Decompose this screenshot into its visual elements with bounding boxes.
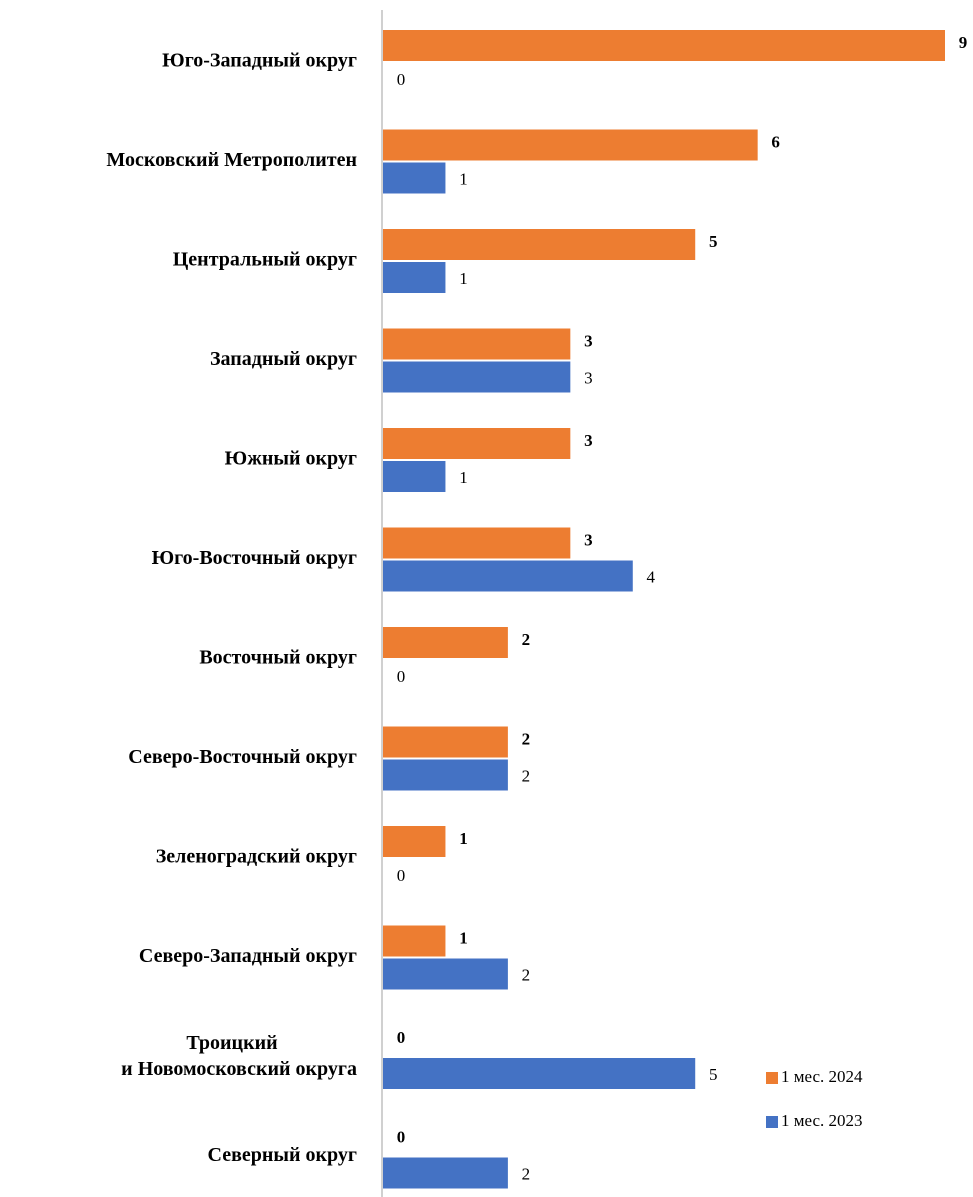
- data-label: 2: [522, 630, 531, 649]
- bar: [383, 129, 758, 161]
- category-label: Северо-Западный округ: [139, 945, 357, 967]
- data-label: 3: [584, 331, 593, 350]
- data-label: 3: [584, 431, 593, 450]
- category-label: Юго-Восточный округ: [152, 547, 357, 569]
- bar: [383, 1157, 508, 1189]
- category-label-line: Троицкий: [186, 1032, 277, 1054]
- bar: [383, 328, 571, 360]
- bar: [383, 428, 571, 459]
- data-label: 5: [709, 1065, 718, 1084]
- bar: [383, 1058, 696, 1089]
- bar: [383, 726, 508, 758]
- category-label: Московский Метрополитен: [106, 149, 357, 171]
- bar: [383, 461, 446, 492]
- data-label: 0: [397, 1127, 406, 1146]
- bar: [383, 826, 446, 857]
- data-label: 1: [459, 468, 468, 487]
- bar: [383, 527, 571, 559]
- bar: [383, 925, 446, 957]
- data-label: 1: [459, 829, 468, 848]
- bar: [383, 229, 696, 260]
- category-label: Юго-Западный округ: [162, 50, 357, 72]
- data-label: 1: [459, 928, 468, 947]
- data-label: 9: [959, 33, 968, 52]
- data-label: 2: [522, 766, 531, 785]
- category-label: Северо-Восточный округ: [128, 746, 357, 768]
- data-label: 6: [771, 132, 780, 151]
- data-label: 2: [522, 729, 531, 748]
- bar: [383, 262, 446, 293]
- data-label: 0: [397, 70, 406, 89]
- data-label: 2: [522, 1164, 531, 1183]
- bar: [383, 560, 633, 592]
- data-label: 1: [459, 269, 468, 288]
- data-label: 4: [647, 567, 656, 586]
- data-label: 0: [397, 1028, 406, 1047]
- bar: [383, 627, 508, 658]
- data-label: 1: [459, 169, 468, 188]
- category-label: Северный округ: [208, 1144, 358, 1166]
- legend-swatch: [766, 1116, 778, 1128]
- category-label: Троицкий и Новомосковский округа: [121, 1032, 357, 1080]
- category-label-line: и Новомосковский округа: [121, 1058, 357, 1080]
- data-label: 5: [709, 232, 718, 251]
- bar: [383, 759, 508, 791]
- data-label: 3: [584, 530, 593, 549]
- bar: [383, 30, 945, 61]
- bar: [383, 162, 446, 194]
- data-label: 2: [522, 965, 531, 984]
- data-label: 0: [397, 866, 406, 885]
- bar: [383, 361, 571, 393]
- category-label: Восточный округ: [199, 647, 357, 669]
- legend-label: 1 мес. 2023: [781, 1111, 863, 1130]
- category-label: Южный округ: [225, 448, 357, 470]
- category-label: Центральный округ: [173, 249, 357, 271]
- legend-label: 1 мес. 2024: [781, 1067, 863, 1086]
- data-label: 0: [397, 667, 406, 686]
- legend-swatch: [766, 1072, 778, 1084]
- category-label: Западный округ: [210, 348, 357, 370]
- data-label: 3: [584, 368, 593, 387]
- category-label: Зеленоградский округ: [156, 846, 357, 868]
- bar: [383, 958, 508, 990]
